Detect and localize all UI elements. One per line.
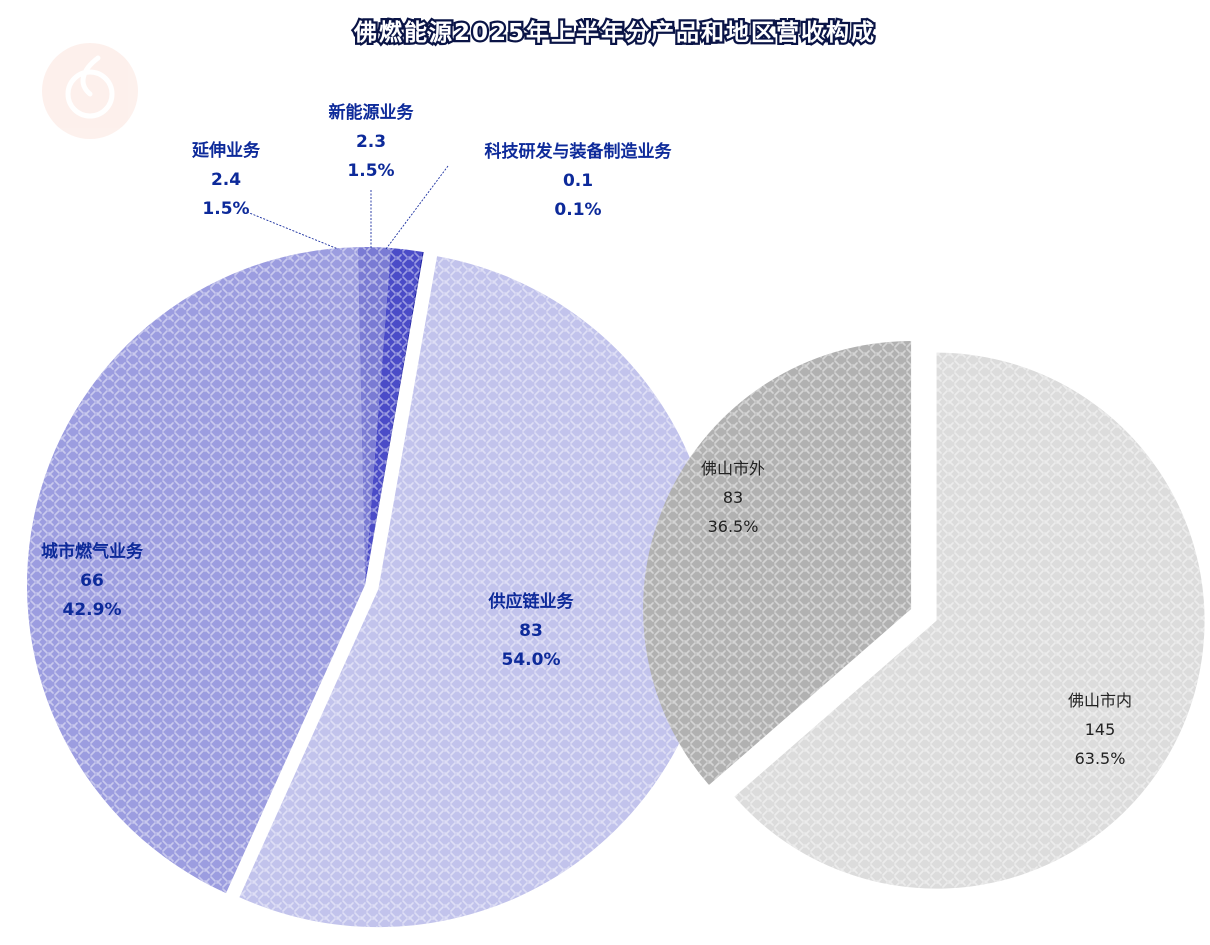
chart-title: 佛燃能源2025年上半年分产品和地区营收构成 xyxy=(353,19,876,46)
slice-foshan-inner xyxy=(734,352,1205,889)
label-tech-rd-line-2: 0.1% xyxy=(554,200,601,220)
label-tech-rd: 科技研发与装备制造业务 0.1 0.1% xyxy=(485,141,673,220)
slice-tech-rd xyxy=(365,251,424,585)
label-supply-chain-line-1: 83 xyxy=(519,621,543,641)
slice-new-energy xyxy=(365,247,423,586)
label-supply-chain: 供应链业务 83 54.0% xyxy=(488,591,575,670)
label-tech-rd-line-0: 科技研发与装备制造业务 xyxy=(485,141,673,162)
product-pie xyxy=(26,247,717,928)
label-foshan-inner: 佛山市内 145 63.5% xyxy=(1068,691,1132,768)
slice-foshan-outer xyxy=(643,341,912,786)
label-foshan-outer-line-2: 36.5% xyxy=(708,517,759,536)
leader-tech-rd xyxy=(385,165,449,250)
region-pie xyxy=(643,341,1205,889)
label-foshan-inner-line-0: 佛山市内 xyxy=(1068,691,1132,710)
label-tech-rd-line-1: 0.1 xyxy=(563,171,593,191)
label-extension-line-2: 1.5% xyxy=(202,199,249,219)
label-city-gas-line-0: 城市燃气业务 xyxy=(41,541,144,562)
label-foshan-outer-line-1: 83 xyxy=(723,488,743,507)
slice-extension xyxy=(357,247,391,586)
label-new-energy: 新能源业务 2.3 1.5% xyxy=(329,102,415,181)
label-extension: 延伸业务 2.4 1.5% xyxy=(191,140,261,219)
label-foshan-outer-line-0: 佛山市外 xyxy=(701,459,765,478)
slice-city-gas xyxy=(26,247,365,894)
slice-supply-chain xyxy=(239,256,717,928)
label-foshan-outer: 佛山市外 83 36.5% xyxy=(701,459,765,536)
leader-extension xyxy=(246,211,339,250)
flame-logo-icon xyxy=(42,43,138,139)
label-city-gas-line-2: 42.9% xyxy=(63,600,122,620)
label-supply-chain-line-0: 供应链业务 xyxy=(488,591,575,612)
label-new-energy-line-2: 1.5% xyxy=(347,161,394,181)
label-new-energy-line-1: 2.3 xyxy=(356,132,386,152)
label-extension-line-0: 延伸业务 xyxy=(191,140,261,161)
label-new-energy-line-0: 新能源业务 xyxy=(329,102,415,123)
label-city-gas-line-1: 66 xyxy=(80,571,104,591)
label-extension-line-1: 2.4 xyxy=(211,170,241,190)
label-supply-chain-line-2: 54.0% xyxy=(502,650,561,670)
label-foshan-inner-line-1: 145 xyxy=(1085,720,1116,739)
label-foshan-inner-line-2: 63.5% xyxy=(1075,749,1126,768)
data-labels: 供应链业务 83 54.0%城市燃气业务 66 42.9%延伸业务 2.4 1.5%新能源业… xyxy=(41,102,1132,768)
label-city-gas: 城市燃气业务 66 42.9% xyxy=(41,541,144,620)
